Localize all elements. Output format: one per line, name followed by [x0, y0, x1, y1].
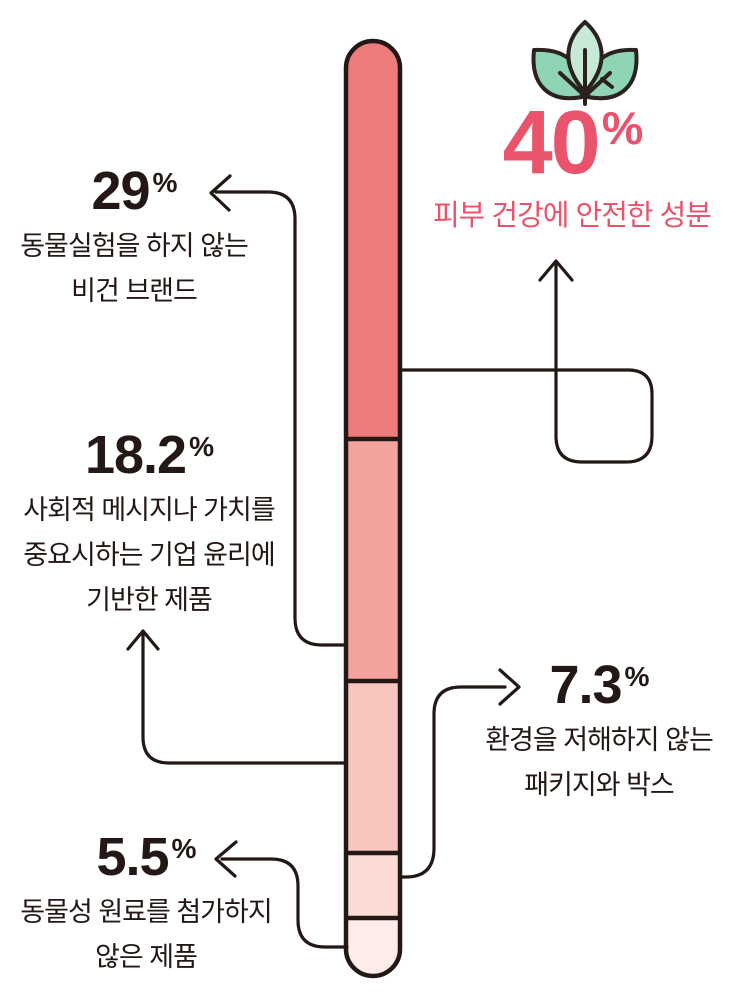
- connector-line-40-percent: [399, 261, 654, 464]
- arrow-left-icon: [209, 174, 232, 212]
- bar-outline: [343, 38, 403, 979]
- stat-5-value: 5.5%: [0, 830, 292, 884]
- stem-branch: [583, 71, 612, 98]
- stat-18-number: 18.2: [84, 425, 187, 485]
- plant-leaves-icon: [531, 20, 639, 106]
- arrow-up-icon: [126, 629, 160, 651]
- connector-line-18-percent: [141, 632, 348, 765]
- percent-sign: %: [624, 660, 650, 692]
- stat-40-block: 40% 피부 건강에 안전한 성분: [420, 98, 724, 236]
- arrow-up-icon: [538, 259, 574, 282]
- stat-29-label: 동물실험을 하지 않는 비건 브랜드: [20, 231, 249, 306]
- stat-18-block: 18.2% 사회적 메시지나 가치를 중요시하는 기업 윤리에 기반한 제품: [0, 428, 298, 622]
- percent-sign: %: [152, 166, 178, 198]
- stacked-bar: [346, 41, 400, 976]
- stat-29-block: 29% 동물실험을 하지 않는 비건 브랜드: [0, 164, 268, 314]
- stat-7-label: 환경을 저해하지 않는 패키지와 박스: [485, 725, 714, 800]
- bar-segment-18-percent: [346, 681, 400, 853]
- bar-segment-7-percent: [346, 853, 400, 918]
- percent-sign: %: [171, 832, 197, 864]
- stat-5-block: 5.5% 동물성 원료를 첨가하지 않은 제품: [0, 830, 292, 980]
- stem-branch: [600, 77, 614, 89]
- stat-5-label: 동물성 원료를 첨가하지 않은 제품: [20, 897, 272, 972]
- stat-18-label: 사회적 메시지나 가치를 중요시하는 기업 윤리에 기반한 제품: [23, 495, 275, 615]
- percent-sign: %: [189, 430, 214, 462]
- arrow-right-icon: [498, 668, 521, 706]
- percent-sign: %: [601, 101, 644, 154]
- arrow-left-icon: [214, 840, 238, 878]
- stat-7-block: 7.3% 환경을 저해하지 않는 패키지와 박스: [458, 658, 740, 808]
- connector-line-5-percent: [220, 857, 349, 949]
- stat-40-label: 피부 건강에 안전한 성분: [433, 200, 712, 232]
- stat-7-value: 7.3%: [458, 658, 740, 712]
- stat-40-value: 40%: [420, 98, 724, 188]
- connector-line-29-percent: [214, 190, 348, 647]
- stat-29-value: 29%: [0, 164, 268, 218]
- stat-7-number: 7.3: [549, 655, 622, 715]
- stat-18-value: 18.2%: [0, 428, 298, 482]
- bar-segment-29-percent: [346, 439, 400, 681]
- stem-branch: [558, 71, 587, 98]
- stat-5-number: 5.5: [96, 827, 169, 887]
- bar-segment-40-percent: [346, 41, 400, 439]
- stat-29-number: 29: [91, 161, 150, 221]
- connector-line-7-percent: [399, 685, 507, 879]
- stat-40-number: 40: [502, 93, 601, 193]
